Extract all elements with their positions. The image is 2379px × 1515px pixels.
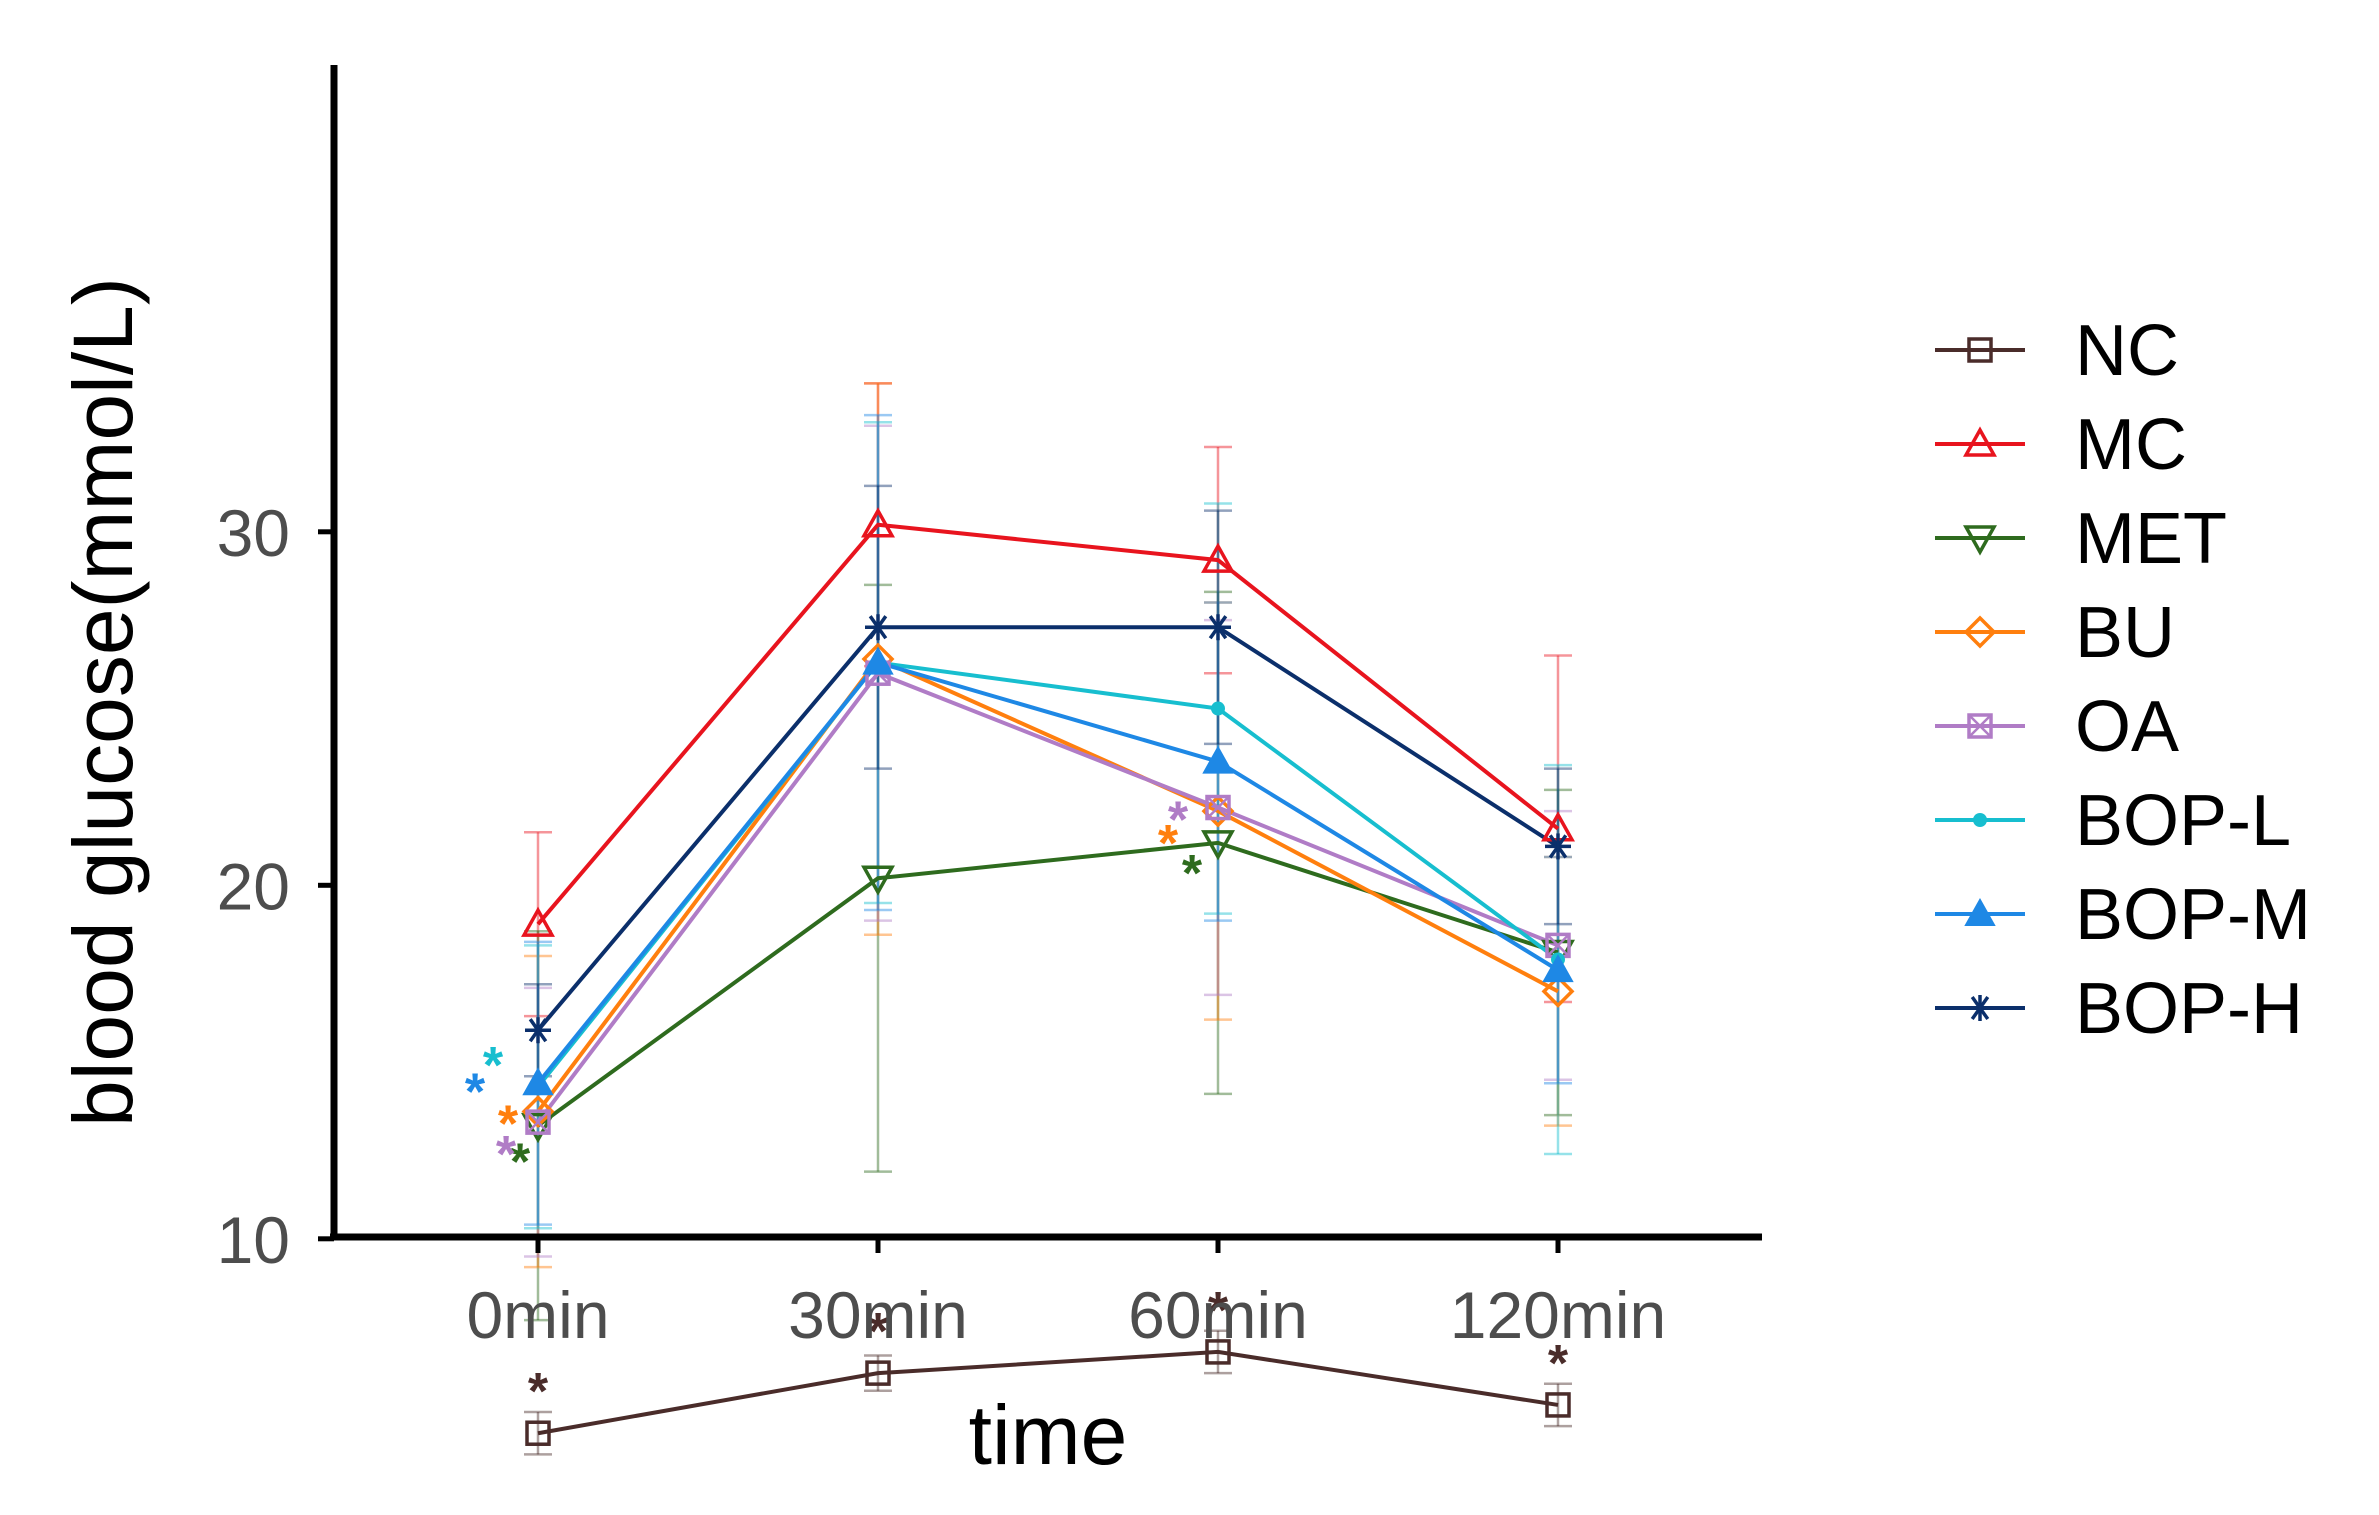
significance-star-MET-60min: * (1182, 845, 1203, 903)
x-tick-label-0min: 0min (466, 1278, 609, 1352)
legend-marker-BOP-H (1967, 995, 1993, 1021)
y-tick-label-30: 30 (217, 496, 290, 570)
significance-star-OA-0min: * (496, 1126, 517, 1184)
legend-label-MC: MC (2075, 405, 2187, 485)
y-tick-label-10: 10 (217, 1203, 290, 1277)
legend-label-BOP-H: BOP-H (2075, 969, 2303, 1049)
point-NC-120min (1545, 1392, 1571, 1418)
point-MET-60min (1201, 830, 1235, 861)
series-line-NC (537, 1349, 1559, 1436)
legend-marker-MC (1963, 426, 1997, 457)
series-line-BOP-H (536, 625, 1560, 1032)
series-line-MET (536, 840, 1559, 1128)
legend-label-BU: BU (2075, 593, 2175, 673)
significance-star-BOP-L-0min: * (483, 1037, 504, 1095)
x-tick-label-30min: 30min (788, 1278, 968, 1352)
x-tick-label-120min: 120min (1450, 1278, 1666, 1352)
series-line-OA (536, 670, 1559, 1124)
point-BOP-H-30min (865, 614, 891, 641)
significance-star-OA-60min: * (1168, 792, 1189, 850)
legend-item-BOP-H: BOP-H (1935, 969, 2303, 1049)
markers-layer (521, 507, 1575, 1446)
significance-star-BOP-M-0min: * (465, 1063, 486, 1121)
legend-marker-BU (1963, 615, 1997, 649)
point-BOP-M-120min (1542, 954, 1574, 983)
legend-label-NC: NC (2075, 311, 2179, 391)
legend-marker-NC (1967, 337, 1993, 363)
ticks-layer: 10 20 30 0min 30min 60min 120min (217, 496, 1667, 1352)
legend-marker-MET (1963, 525, 1997, 556)
point-BU-0min (521, 1095, 555, 1129)
point-BOP-M-0min (522, 1067, 554, 1096)
point-MET-0min (521, 1112, 555, 1144)
point-NC-60min (1205, 1339, 1231, 1365)
legend-label-OA: OA (2075, 687, 2179, 767)
errorbar-NC-0min (524, 1410, 552, 1456)
point-NC-0min (525, 1420, 551, 1446)
point-MC-30min (861, 507, 895, 538)
x-tick-label-60min: 60min (1128, 1278, 1308, 1352)
axes-layer (330, 65, 1762, 1241)
significance-star-NC-120min: * (1548, 1335, 1569, 1393)
significance-star-BU-0min: * (498, 1096, 519, 1154)
point-BOP-H-60min (1205, 614, 1231, 641)
significance-star-NC-0min: * (528, 1363, 549, 1421)
legend-label-BOP-L: BOP-L (2075, 781, 2291, 861)
x-axis-title: time (969, 1388, 1128, 1482)
point-BOP-M-60min (1202, 745, 1234, 774)
legend-label-MET: MET (2075, 499, 2227, 579)
series-line-BU (536, 656, 1559, 1113)
point-BOP-H-120min (1545, 833, 1571, 860)
series-line-BOP-M (536, 660, 1560, 1085)
legend-marker-BOP-M (1964, 897, 1996, 926)
significance-star-NC-30min: * (868, 1303, 889, 1361)
legend-item-BU: BU (1935, 593, 2175, 673)
legend-label-BOP-M: BOP-M (2075, 875, 2311, 955)
legend-item-OA: OA (1935, 687, 2179, 767)
significance-star-NC-60min: * (1208, 1282, 1229, 1340)
legend: NC MC MET BU OA BOP-L BOP-M BOP-H (1935, 311, 2311, 1049)
significance-stars-layer: ** ********** (465, 792, 1569, 1422)
point-BU-120min (1541, 974, 1575, 1008)
legend-item-BOP-L: BOP-L (1935, 781, 2291, 861)
point-NC-30min (865, 1360, 891, 1386)
legend-item-MC: MC (1935, 405, 2187, 485)
legend-item-NC: NC (1935, 311, 2179, 391)
legend-item-BOP-M: BOP-M (1935, 875, 2311, 955)
point-OA-60min (1205, 794, 1231, 821)
legend-marker-BOP-L (1973, 813, 1987, 827)
point-MET-30min (861, 865, 895, 896)
significance-star-BU-60min: * (1158, 815, 1179, 873)
series-lines-layer (536, 522, 1560, 1436)
point-BOP-L-60min (1211, 701, 1225, 716)
y-tick-label-20: 20 (217, 849, 290, 923)
point-OA-0min (525, 1109, 551, 1135)
point-MC-0min (521, 906, 555, 937)
legend-marker-OA (1967, 713, 1993, 739)
errorbar-NC-120min (1544, 1382, 1572, 1428)
y-axis-title: blood glucose(mmol/L) (56, 277, 150, 1127)
point-BOP-M-30min (862, 646, 894, 675)
legend-item-MET: MET (1935, 499, 2227, 579)
point-MC-60min (1201, 542, 1235, 573)
series-line-MC (536, 522, 1560, 926)
significance-star-MET-0min: * (510, 1134, 531, 1192)
point-BOP-H-0min (525, 1017, 551, 1044)
